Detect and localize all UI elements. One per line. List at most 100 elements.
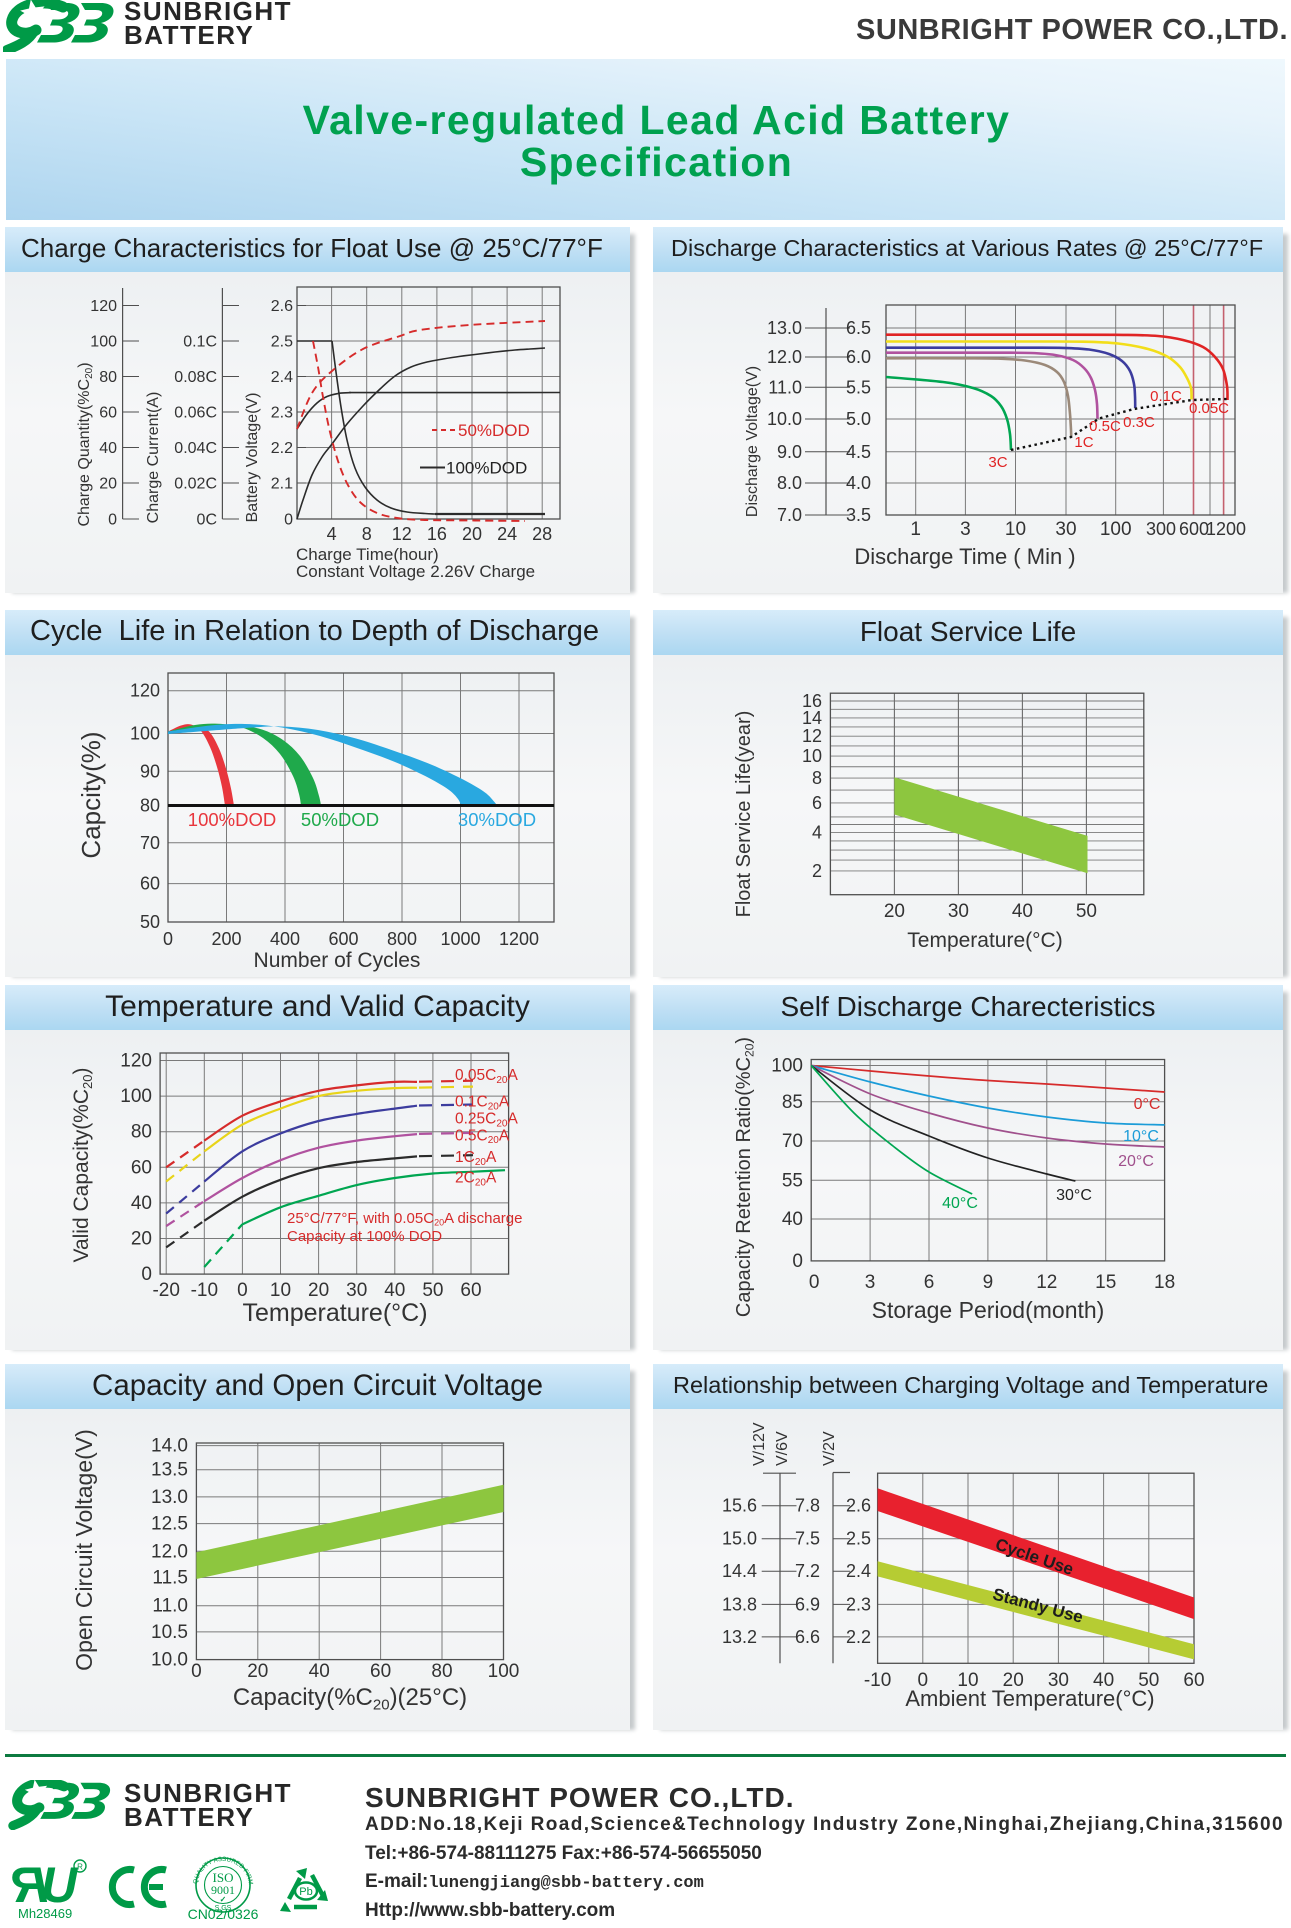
svg-text:0.1C20A: 0.1C20A: [455, 1094, 510, 1113]
svg-text:Cycle Use: Cycle Use: [993, 1535, 1076, 1579]
svg-text:0C: 0C: [197, 512, 217, 529]
svg-text:11.0: 11.0: [768, 377, 802, 397]
svg-text:7.2: 7.2: [795, 1561, 820, 1581]
svg-text:7.0: 7.0: [777, 505, 802, 525]
svg-text:1200: 1200: [499, 929, 539, 949]
svg-text:50: 50: [422, 1280, 443, 1301]
svg-text:100: 100: [488, 1661, 520, 1682]
svg-text:100: 100: [120, 1086, 152, 1107]
svg-text:0.3C: 0.3C: [1123, 414, 1155, 431]
svg-text:30: 30: [1055, 519, 1076, 540]
svg-text:2.6: 2.6: [271, 298, 293, 315]
svg-text:0: 0: [141, 1264, 152, 1285]
svg-text:-10: -10: [191, 1280, 218, 1301]
svg-text:3C: 3C: [988, 454, 1007, 471]
svg-text:10: 10: [270, 1280, 291, 1301]
svg-text:70: 70: [140, 833, 160, 853]
svg-text:28: 28: [532, 524, 552, 544]
svg-text:Capacity at 100% DOD: Capacity at 100% DOD: [287, 1228, 442, 1245]
svg-text:50: 50: [1076, 901, 1097, 922]
svg-text:18: 18: [1154, 1272, 1175, 1293]
svg-text:✓: ✓: [220, 1895, 227, 1904]
svg-text:6.9: 6.9: [795, 1594, 820, 1614]
svg-text:0.06C: 0.06C: [174, 405, 217, 422]
svg-text:8.0: 8.0: [777, 473, 802, 493]
svg-text:40: 40: [1012, 901, 1033, 922]
svg-text:-10: -10: [864, 1670, 891, 1691]
svg-text:80: 80: [431, 1661, 452, 1682]
svg-text:0: 0: [108, 512, 117, 529]
svg-text:120: 120: [90, 298, 117, 315]
svg-text:12.0: 12.0: [151, 1541, 188, 1562]
svg-text:6.6: 6.6: [795, 1627, 820, 1647]
svg-text:-20: -20: [152, 1280, 179, 1301]
svg-text:30°C: 30°C: [1056, 1187, 1092, 1204]
svg-text:1C20A: 1C20A: [455, 1149, 497, 1168]
svg-text:Standy Use: Standy Use: [991, 1585, 1085, 1627]
svg-text:40°C: 40°C: [942, 1195, 978, 1212]
svg-text:12.5: 12.5: [151, 1514, 188, 1535]
svg-text:1000: 1000: [440, 929, 480, 949]
svg-text:0.02C: 0.02C: [174, 476, 217, 493]
svg-text:11.0: 11.0: [152, 1596, 188, 1617]
svg-text:600: 600: [328, 929, 358, 949]
svg-text:25°C/77°F, with 0.05C20A disch: 25°C/77°F, with 0.05C20A discharge: [287, 1210, 522, 1228]
svg-text:Battery Voltage(V): Battery Voltage(V): [244, 393, 261, 523]
svg-text:2.2: 2.2: [846, 1627, 871, 1647]
svg-text:100%DOD: 100%DOD: [188, 809, 276, 830]
svg-text:50%DOD: 50%DOD: [458, 421, 530, 440]
svg-text:2.2: 2.2: [271, 440, 293, 457]
svg-text:2: 2: [812, 861, 822, 881]
svg-text:7.5: 7.5: [795, 1529, 820, 1549]
svg-text:0.5C20A: 0.5C20A: [455, 1127, 510, 1146]
svg-text:20: 20: [308, 1280, 329, 1301]
svg-text:4: 4: [812, 822, 822, 842]
svg-text:V/12V: V/12V: [751, 1422, 768, 1466]
svg-text:1: 1: [910, 519, 921, 540]
svg-text:11.5: 11.5: [152, 1568, 188, 1589]
svg-text:Number of Cycles: Number of Cycles: [254, 949, 421, 972]
svg-text:13.5: 13.5: [151, 1460, 188, 1481]
svg-text:24: 24: [497, 524, 517, 544]
svg-text:0: 0: [191, 1661, 202, 1682]
svg-text:Constant Voltage 2.26V Charge: Constant Voltage 2.26V Charge: [296, 562, 535, 581]
svg-text:14.4: 14.4: [722, 1561, 757, 1581]
svg-text:50%DOD: 50%DOD: [301, 809, 379, 830]
svg-text:0: 0: [809, 1272, 820, 1293]
svg-text:12.0: 12.0: [767, 347, 802, 367]
svg-text:Temperature(°C): Temperature(°C): [242, 1299, 427, 1327]
svg-text:120: 120: [130, 681, 160, 701]
svg-text:10.5: 10.5: [151, 1622, 188, 1643]
svg-text:0.04C: 0.04C: [174, 440, 217, 457]
svg-text:5.0: 5.0: [846, 409, 871, 429]
svg-text:14.0: 14.0: [151, 1436, 188, 1457]
svg-text:60: 60: [460, 1280, 481, 1301]
svg-text:1200: 1200: [1206, 519, 1246, 539]
svg-text:9.0: 9.0: [777, 442, 802, 462]
svg-text:20: 20: [462, 524, 482, 544]
svg-text:400: 400: [270, 929, 300, 949]
svg-text:V/6V: V/6V: [774, 1431, 791, 1466]
svg-text:2.5: 2.5: [271, 334, 293, 351]
svg-text:40: 40: [131, 1193, 152, 1214]
svg-text:20: 20: [247, 1661, 268, 1682]
svg-text:2.6: 2.6: [846, 1496, 871, 1516]
svg-text:80: 80: [99, 369, 117, 386]
svg-text:Mh28469: Mh28469: [18, 1906, 72, 1920]
svg-text:15.6: 15.6: [722, 1496, 757, 1516]
svg-text:9: 9: [983, 1272, 994, 1293]
svg-text:120: 120: [120, 1051, 152, 1072]
svg-text:60: 60: [131, 1157, 152, 1178]
svg-text:CN02/0326: CN02/0326: [188, 1906, 259, 1920]
svg-text:10: 10: [1005, 519, 1026, 540]
svg-text:6.0: 6.0: [846, 347, 871, 367]
svg-text:0°C: 0°C: [1134, 1096, 1161, 1113]
svg-text:6.5: 6.5: [846, 318, 871, 338]
svg-text:40: 40: [309, 1661, 330, 1682]
svg-text:4.0: 4.0: [846, 473, 871, 493]
svg-text:300: 300: [1146, 519, 1176, 539]
svg-text:100: 100: [90, 334, 117, 351]
svg-text:13.8: 13.8: [722, 1594, 757, 1614]
svg-text:8: 8: [812, 768, 822, 788]
svg-text:U: U: [41, 1857, 79, 1913]
